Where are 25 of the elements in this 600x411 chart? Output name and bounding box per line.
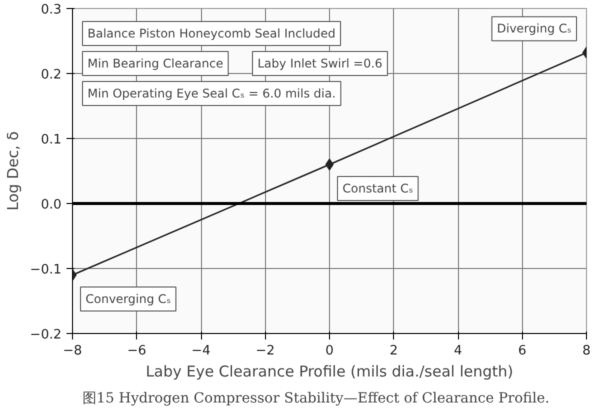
x-tick-label: 4 bbox=[454, 344, 462, 358]
x-tick-label: −4 bbox=[191, 344, 211, 358]
y-tick-label: −0.1 bbox=[30, 262, 62, 278]
y-axis-title: Log Dec, δ bbox=[4, 131, 22, 211]
x-tick-label: 0 bbox=[325, 344, 334, 358]
x-tick-label: −6 bbox=[127, 344, 146, 358]
x-axis-title: Laby Eye Clearance Profile (mils dia./seal length) bbox=[146, 362, 514, 380]
annotation: Balance Piston Honeycomb Seal Included bbox=[88, 26, 336, 40]
annotation: Diverging Cₛ bbox=[496, 22, 572, 36]
annotation: Min Bearing Clearance bbox=[88, 56, 224, 70]
x-tick-label: −8 bbox=[62, 344, 82, 358]
y-tick-label: 0.2 bbox=[40, 68, 62, 82]
x-tick-label: 6 bbox=[518, 344, 526, 358]
caption: 图15 Hydrogen Compressor Stability—Effect of Clearance Profile. bbox=[82, 390, 550, 406]
y-tick-label: 0.3 bbox=[40, 2, 62, 18]
y-tick-label: −0.2 bbox=[30, 328, 62, 342]
annotation: Min Operating Eye Seal Cₛ = 6.0 mils dia. bbox=[88, 86, 336, 100]
x-tick-label: 2 bbox=[390, 344, 398, 358]
x-tick-label: −2 bbox=[256, 344, 275, 358]
annotation: Constant Cₛ bbox=[342, 182, 414, 196]
y-tick-label: 0.0 bbox=[40, 198, 62, 212]
annotation: Laby Inlet Swirl =0.6 bbox=[258, 56, 382, 70]
annotation: Converging Cₛ bbox=[86, 292, 171, 306]
y-tick-label: 0.1 bbox=[40, 132, 62, 148]
x-tick-label: 8 bbox=[582, 344, 591, 358]
